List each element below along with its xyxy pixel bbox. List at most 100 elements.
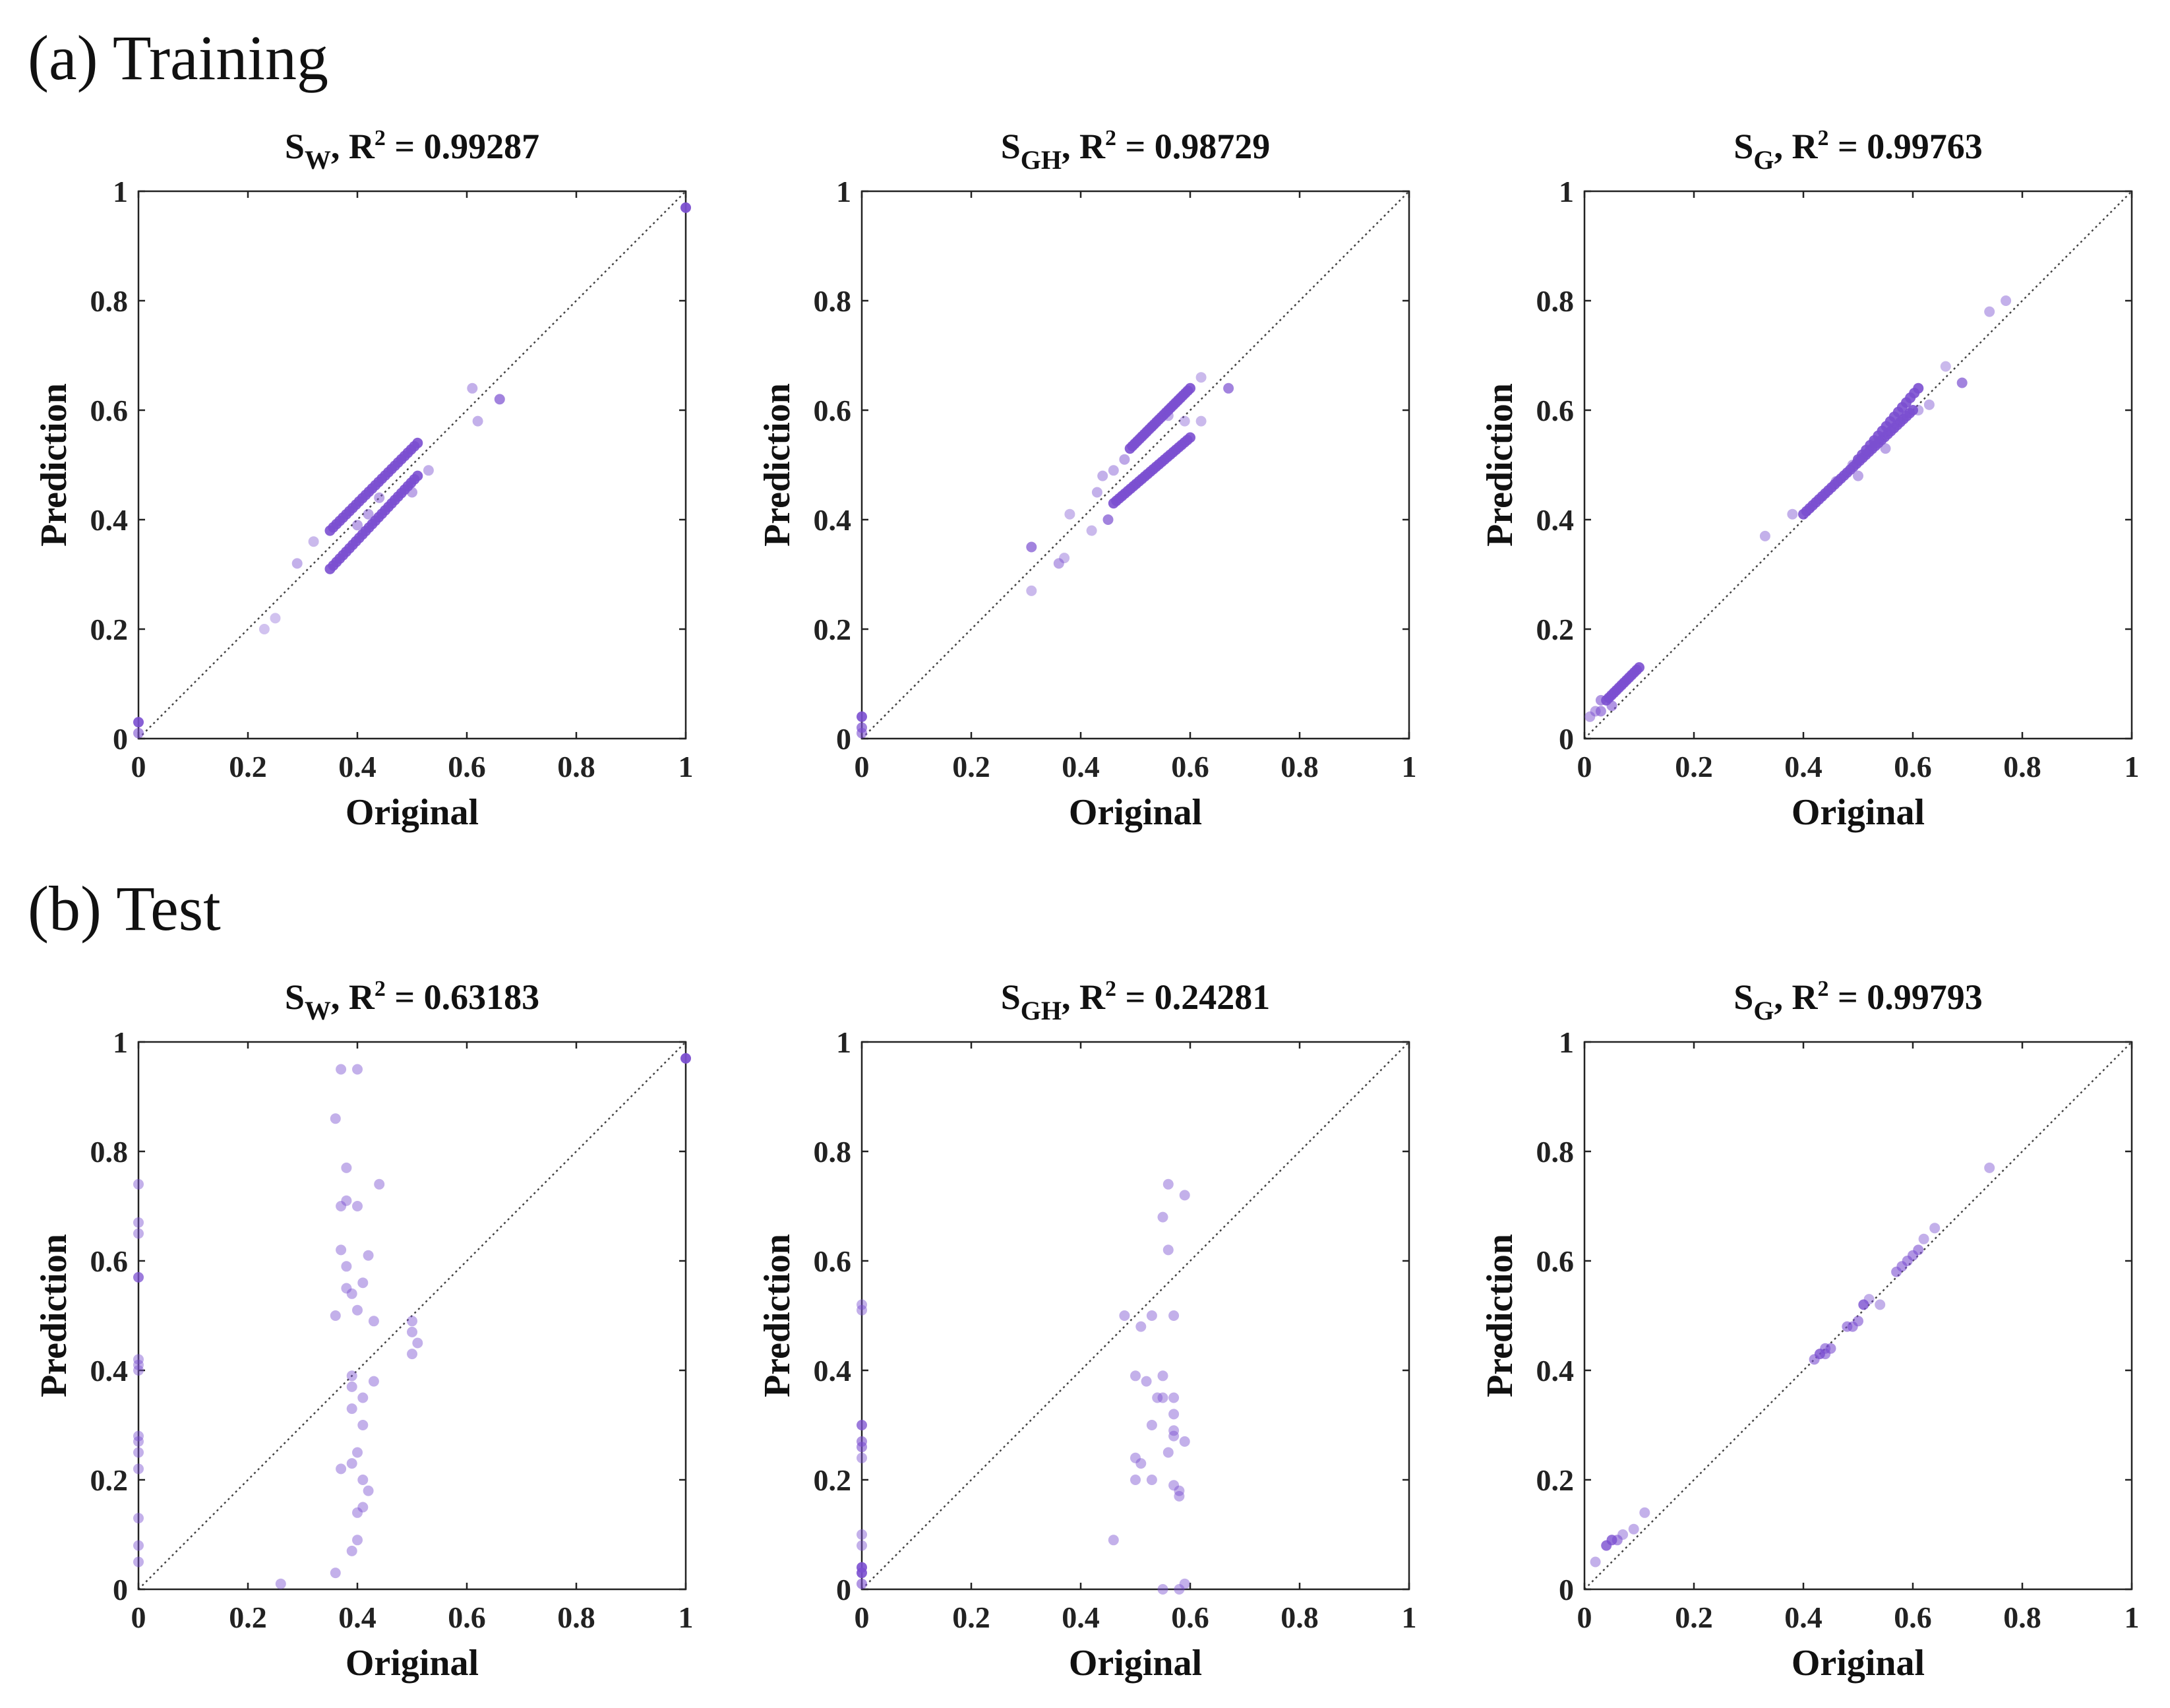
x-tick-label: 0.4 bbox=[338, 750, 377, 783]
data-point bbox=[1847, 460, 1858, 470]
data-points bbox=[133, 202, 691, 739]
data-point bbox=[472, 415, 483, 427]
data-point bbox=[1825, 1343, 1836, 1354]
title-r2-text: , R bbox=[331, 977, 375, 1017]
data-point bbox=[1984, 1162, 1995, 1173]
data-point bbox=[330, 1568, 341, 1579]
identity-line bbox=[861, 191, 1410, 739]
plot-frame bbox=[137, 1041, 687, 1591]
data-point bbox=[341, 1162, 352, 1173]
x-tick-label: 1 bbox=[678, 1601, 694, 1634]
x-axis-label: Original bbox=[1792, 1643, 1925, 1684]
data-point bbox=[1869, 437, 1880, 448]
data-point bbox=[1130, 1452, 1141, 1463]
data-point bbox=[423, 465, 434, 476]
y-tick-label: 0.2 bbox=[90, 1463, 129, 1497]
y-axis-label: Prediction bbox=[34, 383, 75, 547]
data-point bbox=[1179, 1578, 1190, 1589]
data-point bbox=[1108, 465, 1119, 476]
data-point bbox=[374, 492, 385, 503]
x-axis-label: Original bbox=[1792, 792, 1925, 833]
data-point bbox=[357, 1392, 369, 1403]
identity-line bbox=[861, 1041, 1410, 1590]
data-point bbox=[1639, 1507, 1650, 1518]
scatter-panel-0: 0 0.2 0.4 0.6 0.8 1 0 0.2 0.4 0.6 0.8 1 SW, R2 = 0.9… bbox=[34, 126, 694, 833]
data-point bbox=[1179, 1436, 1190, 1447]
x-tick-label: 0.6 bbox=[1171, 1601, 1209, 1634]
data-point bbox=[133, 1217, 144, 1228]
y-axis-label: Prediction bbox=[34, 1234, 75, 1397]
y-tick-label: 0.6 bbox=[1536, 394, 1575, 427]
data-point bbox=[857, 1529, 867, 1540]
data-point bbox=[1097, 470, 1108, 481]
x-tick-label: 0.2 bbox=[229, 750, 267, 783]
title-sub: GH bbox=[1021, 996, 1062, 1025]
y-tick-label: 0.4 bbox=[814, 503, 852, 537]
x-tick-label: 0 bbox=[1577, 1601, 1592, 1634]
title-r2-value: = 0.24281 bbox=[1116, 977, 1270, 1017]
scatter-panels: 0 0.2 0.4 0.6 0.8 1 0 0.2 0.4 0.6 0.8 1 SW, R2 = 0.9… bbox=[34, 126, 2140, 1684]
data-point bbox=[407, 1316, 417, 1327]
data-point bbox=[680, 1052, 691, 1064]
x-tick-label: 0.6 bbox=[1894, 750, 1932, 783]
data-point bbox=[1863, 1294, 1875, 1305]
y-tick-label: 0.8 bbox=[1536, 284, 1575, 318]
data-point bbox=[412, 1337, 423, 1349]
x-tick-label: 0.8 bbox=[2003, 1601, 2041, 1634]
data-point bbox=[1617, 1529, 1629, 1540]
data-point bbox=[357, 1277, 369, 1289]
data-point bbox=[1880, 443, 1891, 454]
identity-line bbox=[138, 191, 686, 739]
data-point bbox=[1146, 1420, 1157, 1430]
data-point bbox=[1628, 1523, 1639, 1535]
x-tick-label: 0.6 bbox=[1894, 1601, 1932, 1634]
data-point bbox=[1595, 706, 1606, 717]
data-point bbox=[341, 1195, 352, 1206]
x-tick-label: 1 bbox=[2125, 750, 2140, 783]
data-point bbox=[133, 727, 144, 739]
data-point bbox=[1940, 361, 1951, 372]
panel-title: SW, R2 = 0.99287 bbox=[285, 126, 539, 175]
y-tick-label: 0.8 bbox=[814, 1135, 852, 1169]
data-point bbox=[857, 1420, 867, 1430]
x-tick-label: 0.8 bbox=[557, 1601, 595, 1634]
data-point bbox=[1168, 1430, 1180, 1442]
y-tick-label: 0 bbox=[113, 1573, 128, 1606]
data-point bbox=[857, 1568, 867, 1579]
data-point bbox=[412, 470, 423, 481]
data-point bbox=[1130, 1370, 1141, 1382]
y-tick-label: 0.2 bbox=[1536, 1463, 1575, 1497]
title-r2-value: = 0.99763 bbox=[1828, 127, 1982, 166]
data-point bbox=[330, 1113, 341, 1124]
x-tick-label: 1 bbox=[1402, 1601, 1417, 1634]
data-point bbox=[1108, 1535, 1119, 1546]
data-point bbox=[258, 624, 270, 634]
data-point bbox=[1830, 475, 1842, 487]
title-sub: GH bbox=[1021, 145, 1062, 175]
data-point bbox=[346, 1288, 357, 1299]
data-point bbox=[412, 437, 423, 448]
scatter-panel-5: 0 0.2 0.4 0.6 0.8 1 0 0.2 0.4 0.6 0.8 1 SG, R2 = 0.9… bbox=[1480, 977, 2140, 1684]
data-point bbox=[357, 1475, 369, 1485]
x-tick-label: 1 bbox=[678, 750, 694, 783]
data-point bbox=[1929, 1223, 1941, 1234]
data-point bbox=[1195, 415, 1207, 427]
data-point bbox=[368, 1316, 379, 1327]
data-point bbox=[341, 1261, 352, 1272]
data-point bbox=[1059, 553, 1070, 564]
data-point bbox=[133, 1430, 144, 1442]
title-r2-value: = 0.63183 bbox=[386, 977, 539, 1017]
title-r2-sup: 2 bbox=[375, 977, 386, 1001]
y-tick-label: 0.6 bbox=[90, 394, 129, 427]
x-axis-label: Original bbox=[1069, 1643, 1202, 1684]
data-points bbox=[1590, 1162, 1995, 1568]
data-point bbox=[494, 394, 505, 405]
data-point bbox=[133, 1359, 144, 1370]
data-point bbox=[133, 1178, 144, 1190]
data-point bbox=[133, 1228, 144, 1239]
y-tick-label: 0.8 bbox=[1536, 1135, 1575, 1169]
data-point bbox=[1168, 1310, 1180, 1321]
y-tick-label: 0 bbox=[1559, 1573, 1574, 1606]
data-point bbox=[1853, 470, 1863, 481]
